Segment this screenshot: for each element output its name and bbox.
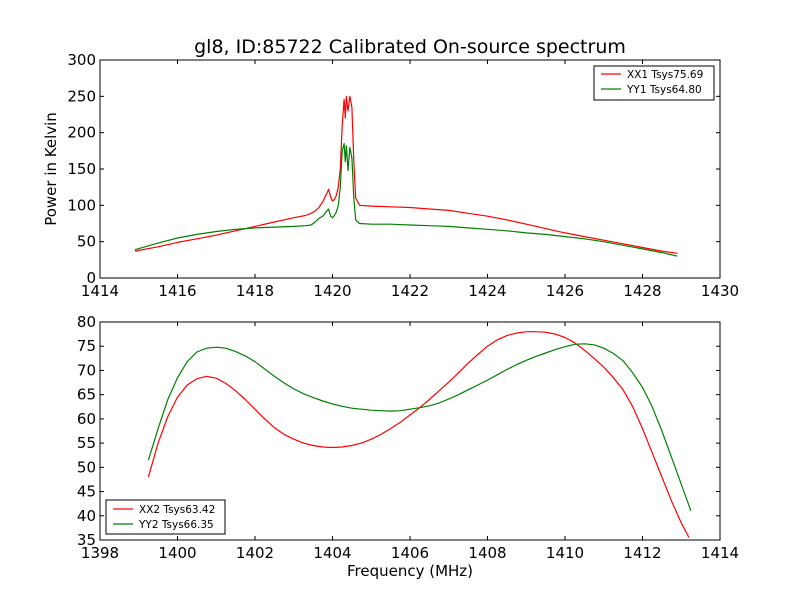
x-tick-label: 1408 <box>468 544 506 562</box>
y-tick-label: 200 <box>67 124 96 142</box>
y-tick-label: 0 <box>86 269 96 287</box>
x-tick-label: 1404 <box>313 544 351 562</box>
x-tick-label: 1406 <box>391 544 429 562</box>
figure-title: gl8, ID:85722 Calibrated On-source spect… <box>194 36 626 58</box>
y-tick-label: 45 <box>77 483 96 501</box>
x-tick-label: 1398 <box>81 544 119 562</box>
y-tick-label: 65 <box>77 386 96 404</box>
series-line-xx1 <box>134 95 678 254</box>
series-line-yy1 <box>134 143 678 257</box>
y-tick-label: 50 <box>77 458 96 476</box>
top-ticks: 1414 1416 1418 1420 1422 1424 1426 1428 1430 0 50 1… <box>67 51 739 300</box>
bottom-axes: 1398 1400 1402 1404 1406 1408 1410 1412 1414 35 40… <box>77 313 739 580</box>
x-tick-label: 1400 <box>158 544 196 562</box>
top-legend-frame <box>593 65 715 101</box>
x-tick-label: 1424 <box>468 282 506 300</box>
y-tick-label: 60 <box>77 410 96 428</box>
y-tick-label: 40 <box>77 507 96 525</box>
y-tick-label: 70 <box>77 361 96 379</box>
bottom-legend: XX2 Tsys63.42 YY2 Tsys66.35 <box>105 499 226 535</box>
x-tick-label: 1430 <box>701 282 739 300</box>
x-tick-label: 1428 <box>623 282 661 300</box>
top-legend-label-yy1: YY1 Tsys64.80 <box>626 84 702 96</box>
bottom-ticks: 1398 1400 1402 1404 1406 1408 1410 1412 1414 35 40… <box>77 313 739 562</box>
x-tick-label: 1402 <box>236 544 274 562</box>
top-y-axis-label: Power in Kelvin <box>42 112 60 226</box>
y-tick-label: 80 <box>77 313 96 331</box>
x-tick-label: 1418 <box>236 282 274 300</box>
y-tick-label: 100 <box>67 196 96 214</box>
top-legend-label-xx1: XX1 Tsys75.69 <box>627 69 703 81</box>
x-tick-label: 1420 <box>313 282 351 300</box>
x-tick-label: 1410 <box>546 544 584 562</box>
y-tick-label: 75 <box>77 337 96 355</box>
y-tick-label: 300 <box>67 51 96 69</box>
x-tick-label: 1414 <box>81 282 119 300</box>
bottom-legend-frame <box>105 499 226 535</box>
y-tick-label: 50 <box>77 233 96 251</box>
y-tick-label: 55 <box>77 434 96 452</box>
x-tick-label: 1416 <box>158 282 196 300</box>
series-line-yy2 <box>147 343 692 512</box>
y-tick-label: 250 <box>67 87 96 105</box>
top-axes: 1414 1416 1418 1420 1422 1424 1426 1428 1430 0 50 1… <box>42 51 739 300</box>
y-tick-label: 35 <box>77 531 96 549</box>
top-legend: XX1 Tsys75.69 YY1 Tsys64.80 <box>593 65 715 101</box>
x-tick-label: 1414 <box>701 544 739 562</box>
bottom-legend-label-xx2: XX2 Tsys63.42 <box>139 504 215 516</box>
x-tick-label: 1412 <box>623 544 661 562</box>
top-series <box>134 95 678 257</box>
y-tick-label: 150 <box>67 160 96 178</box>
x-tick-label: 1422 <box>391 282 429 300</box>
bottom-legend-label-yy2: YY2 Tsys66.35 <box>138 519 214 531</box>
bottom-series <box>147 331 692 538</box>
bottom-x-axis-label: Frequency (MHz) <box>347 562 473 580</box>
x-tick-label: 1426 <box>546 282 584 300</box>
